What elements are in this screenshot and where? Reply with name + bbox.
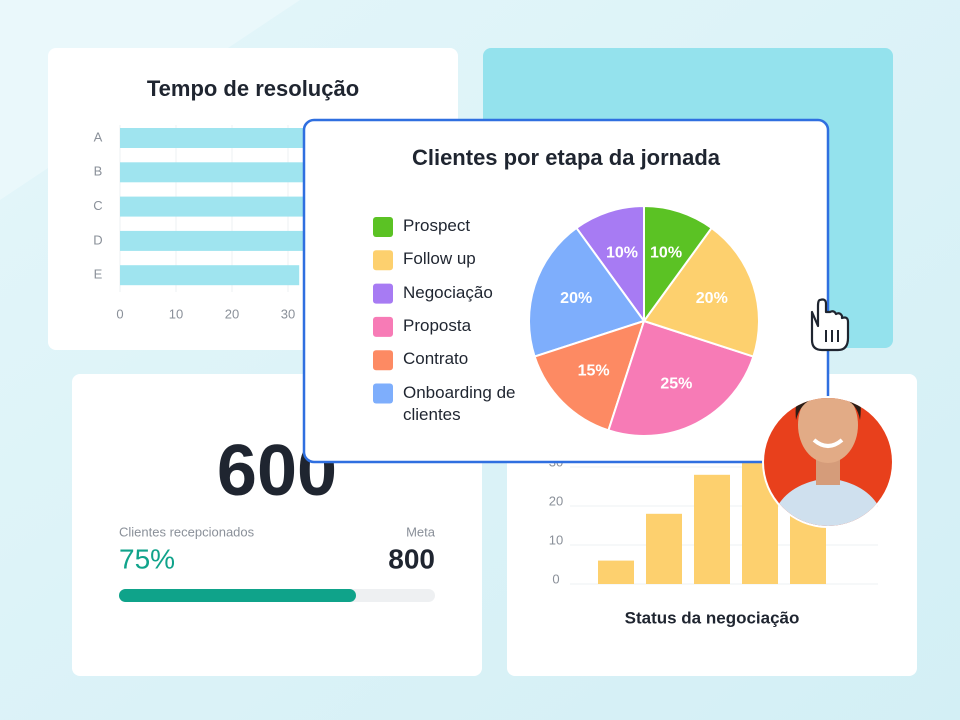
goal-value: 800 — [388, 543, 435, 574]
legend-item: Negociação — [403, 282, 493, 302]
pie-card: Clientes por etapa da jornada 10% 20% 15% 2… — [302, 118, 830, 464]
cursor-lines — [825, 330, 839, 342]
slice-label: 10% — [606, 244, 638, 261]
pie-slice — [642, 226, 760, 358]
avatar-smile — [812, 438, 844, 448]
legend-swatch — [373, 217, 393, 237]
slice-label: 20% — [560, 290, 592, 307]
goal-label: Meta — [406, 524, 436, 539]
y-tick-label: 0 — [552, 571, 559, 586]
legend-label: Contrato — [403, 349, 469, 369]
x-tick-label: 10 — [169, 306, 183, 321]
avatar-shirt — [770, 478, 886, 526]
card-title: Status da negociação — [625, 608, 800, 627]
y-tick-label: D — [93, 232, 102, 247]
bar — [120, 162, 333, 183]
bar — [120, 230, 344, 251]
x-tick-label: 30 — [281, 306, 295, 321]
legend-item: Onboarding de clientes — [403, 382, 516, 424]
y-tick-label: 20 — [549, 493, 563, 508]
legend-swatch — [373, 250, 393, 271]
legend-label: Prospect — [403, 216, 471, 235]
avatar — [762, 396, 894, 528]
pie-slice — [607, 319, 755, 437]
slice-label: 15% — [578, 363, 610, 380]
card-title: Clientes por etapa da jornada — [412, 145, 721, 170]
slice-label: 20% — [696, 290, 728, 307]
cursor — [810, 298, 850, 352]
progress-fill — [119, 589, 356, 602]
avatar-face — [798, 398, 858, 463]
legend-label: Negociação — [403, 282, 493, 302]
legend-item: Contrato — [403, 349, 469, 369]
legend-label: Follow up — [403, 249, 476, 269]
legend-swatch — [373, 316, 393, 337]
y-tick-label: E — [94, 267, 103, 282]
pie-slice — [528, 226, 646, 358]
legend-swatch — [373, 350, 393, 371]
bar — [646, 513, 682, 584]
y-tick-label: A — [94, 129, 103, 144]
bar — [120, 128, 356, 148]
card-title: Tempo de resolução — [147, 76, 359, 101]
bar — [598, 560, 634, 584]
y-tick-label: 10 — [549, 532, 563, 547]
legend-item: Follow up — [403, 249, 476, 269]
legend-item: Proposta — [403, 315, 472, 335]
legend-label: Onboarding de clientes — [403, 382, 516, 424]
progress-label: 75% — [119, 543, 175, 574]
bar — [120, 265, 300, 286]
legend-swatch — [373, 283, 393, 304]
x-tick-label: 20 — [225, 306, 239, 321]
legend-swatch — [373, 383, 393, 404]
slice-label: 25% — [660, 376, 692, 393]
pie-slice — [643, 204, 713, 325]
legend-label: Proposta — [403, 315, 472, 335]
kpi-label: Clientes recepcionados — [119, 524, 255, 539]
pie-slice — [575, 204, 645, 325]
legend-item: Prospect — [403, 216, 471, 235]
bar — [694, 474, 730, 584]
y-tick-label: B — [94, 164, 103, 179]
y-tick-label: C — [93, 198, 102, 213]
slice-label: 10% — [650, 244, 682, 261]
x-tick-label: 0 — [116, 306, 123, 321]
